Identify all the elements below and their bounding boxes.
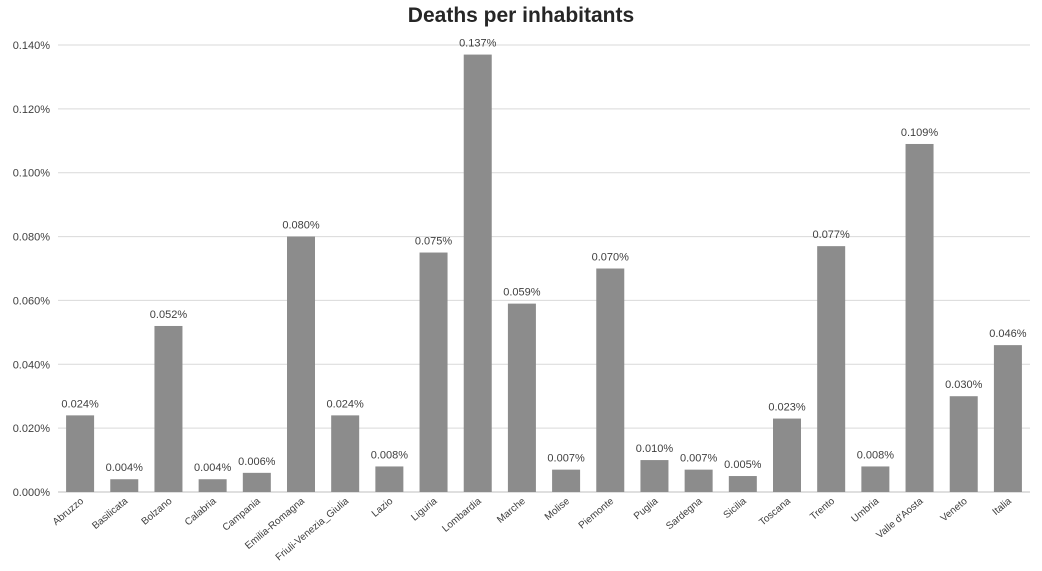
y-tick-label: 0.060%: [13, 295, 51, 307]
bar: [66, 415, 95, 492]
data-label: 0.052%: [150, 309, 188, 321]
bar: [463, 54, 492, 492]
bar: [198, 479, 227, 492]
bar: [640, 460, 669, 492]
x-tick-label: Piemonte: [577, 496, 617, 532]
x-tick-label: Friuli-Venezia_Giulia: [274, 496, 352, 564]
bar: [817, 246, 846, 492]
x-tick-label: Toscana: [757, 496, 793, 529]
x-tick-label: Calabria: [183, 496, 219, 529]
x-tick-label: Sardegna: [664, 496, 705, 533]
data-label: 0.024%: [327, 398, 365, 410]
x-tick-label: Lombardia: [440, 496, 484, 535]
y-axis: 0.000% 0.020% 0.040% 0.060% 0.080% 0.100% 0.12…: [13, 40, 51, 499]
bar: [242, 472, 271, 492]
bar: [110, 479, 139, 492]
data-label: 0.070%: [592, 252, 630, 264]
bar: [684, 469, 713, 492]
data-label: 0.008%: [371, 449, 409, 461]
bar: [375, 466, 404, 492]
bar: [993, 345, 1022, 492]
data-label: 0.030%: [945, 379, 983, 391]
bar: [596, 268, 625, 492]
y-tick-label: 0.000%: [13, 487, 51, 499]
data-label: 0.080%: [282, 220, 320, 232]
bar: [154, 325, 183, 492]
data-label: 0.059%: [503, 287, 541, 299]
x-tick-label: Umbria: [850, 496, 882, 525]
data-label: 0.109%: [901, 127, 939, 139]
data-label: 0.004%: [106, 462, 144, 474]
bar: [419, 252, 448, 492]
data-labels: 0.024% 0.004% 0.052% 0.004% 0.006% 0.080% 0.02…: [61, 38, 1026, 475]
y-tick-label: 0.140%: [13, 40, 51, 52]
y-tick-label: 0.040%: [13, 359, 51, 371]
x-tick-label: Veneto: [939, 496, 970, 525]
bar: [861, 466, 890, 492]
data-label: 0.008%: [857, 449, 895, 461]
bar: [287, 236, 315, 492]
x-tick-label: Abruzzo: [51, 496, 87, 528]
x-tick-label: Basilicata: [90, 496, 130, 532]
data-label: 0.005%: [724, 459, 762, 471]
data-label: 0.023%: [768, 402, 806, 414]
bars: [66, 54, 1022, 492]
y-tick-label: 0.080%: [13, 232, 51, 244]
y-tick-label: 0.120%: [13, 104, 51, 116]
x-tick-label: Bolzano: [140, 496, 175, 528]
x-tick-label: Liguria: [409, 496, 439, 524]
x-tick-label: Lazio: [370, 496, 396, 520]
y-tick-label: 0.020%: [13, 423, 51, 435]
x-tick-label: Italia: [991, 496, 1015, 518]
bar: [552, 469, 581, 492]
x-axis: Abruzzo Basilicata Bolzano Calabria Campania…: [51, 496, 1014, 564]
data-label: 0.010%: [636, 443, 674, 455]
y-tick-label: 0.100%: [13, 168, 51, 180]
x-tick-label: Marche: [495, 496, 528, 526]
data-label: 0.006%: [238, 456, 276, 468]
x-tick-label: Sicilia: [722, 496, 749, 521]
gridlines: [58, 44, 1030, 493]
data-label: 0.137%: [459, 38, 497, 50]
x-tick-label: Puglia: [632, 496, 661, 523]
data-label: 0.046%: [989, 328, 1027, 340]
data-label: 0.004%: [194, 462, 232, 474]
bar: [905, 143, 934, 492]
data-label: 0.077%: [813, 229, 851, 241]
bar: [773, 418, 801, 492]
x-tick-label: Campania: [221, 496, 263, 534]
data-label: 0.075%: [415, 236, 453, 248]
bar: [331, 415, 360, 492]
data-label: 0.007%: [547, 453, 585, 465]
x-tick-label: Trento: [808, 496, 837, 523]
bar: [728, 476, 757, 492]
data-label: 0.007%: [680, 453, 718, 465]
data-label: 0.024%: [61, 398, 99, 410]
x-tick-label: Molise: [543, 496, 573, 523]
bar: [949, 396, 978, 492]
bar: [507, 303, 536, 492]
x-tick-label: Valle d'Aosta: [874, 496, 925, 542]
chart-title: Deaths per inhabitants: [407, 4, 635, 27]
